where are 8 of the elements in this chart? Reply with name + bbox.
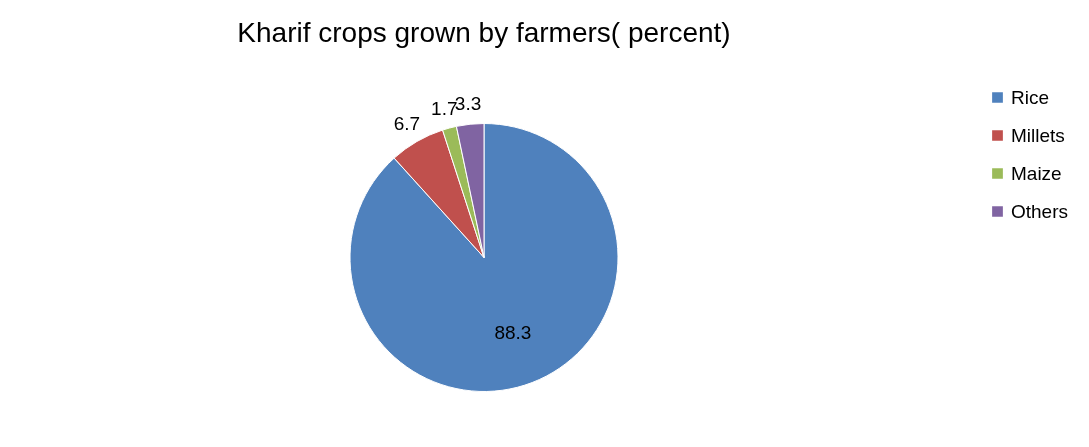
- chart-title: Kharif crops grown by farmers( percent): [237, 17, 731, 48]
- data-label: 88.3: [494, 321, 532, 343]
- data-label: 6.7: [393, 113, 421, 135]
- legend-label: Rice: [1011, 86, 1050, 108]
- legend-label: Millets: [1011, 124, 1065, 146]
- data-label: 3.3: [454, 93, 482, 115]
- legend-label: Maize: [1011, 162, 1062, 184]
- legend-label: Others: [1011, 200, 1069, 222]
